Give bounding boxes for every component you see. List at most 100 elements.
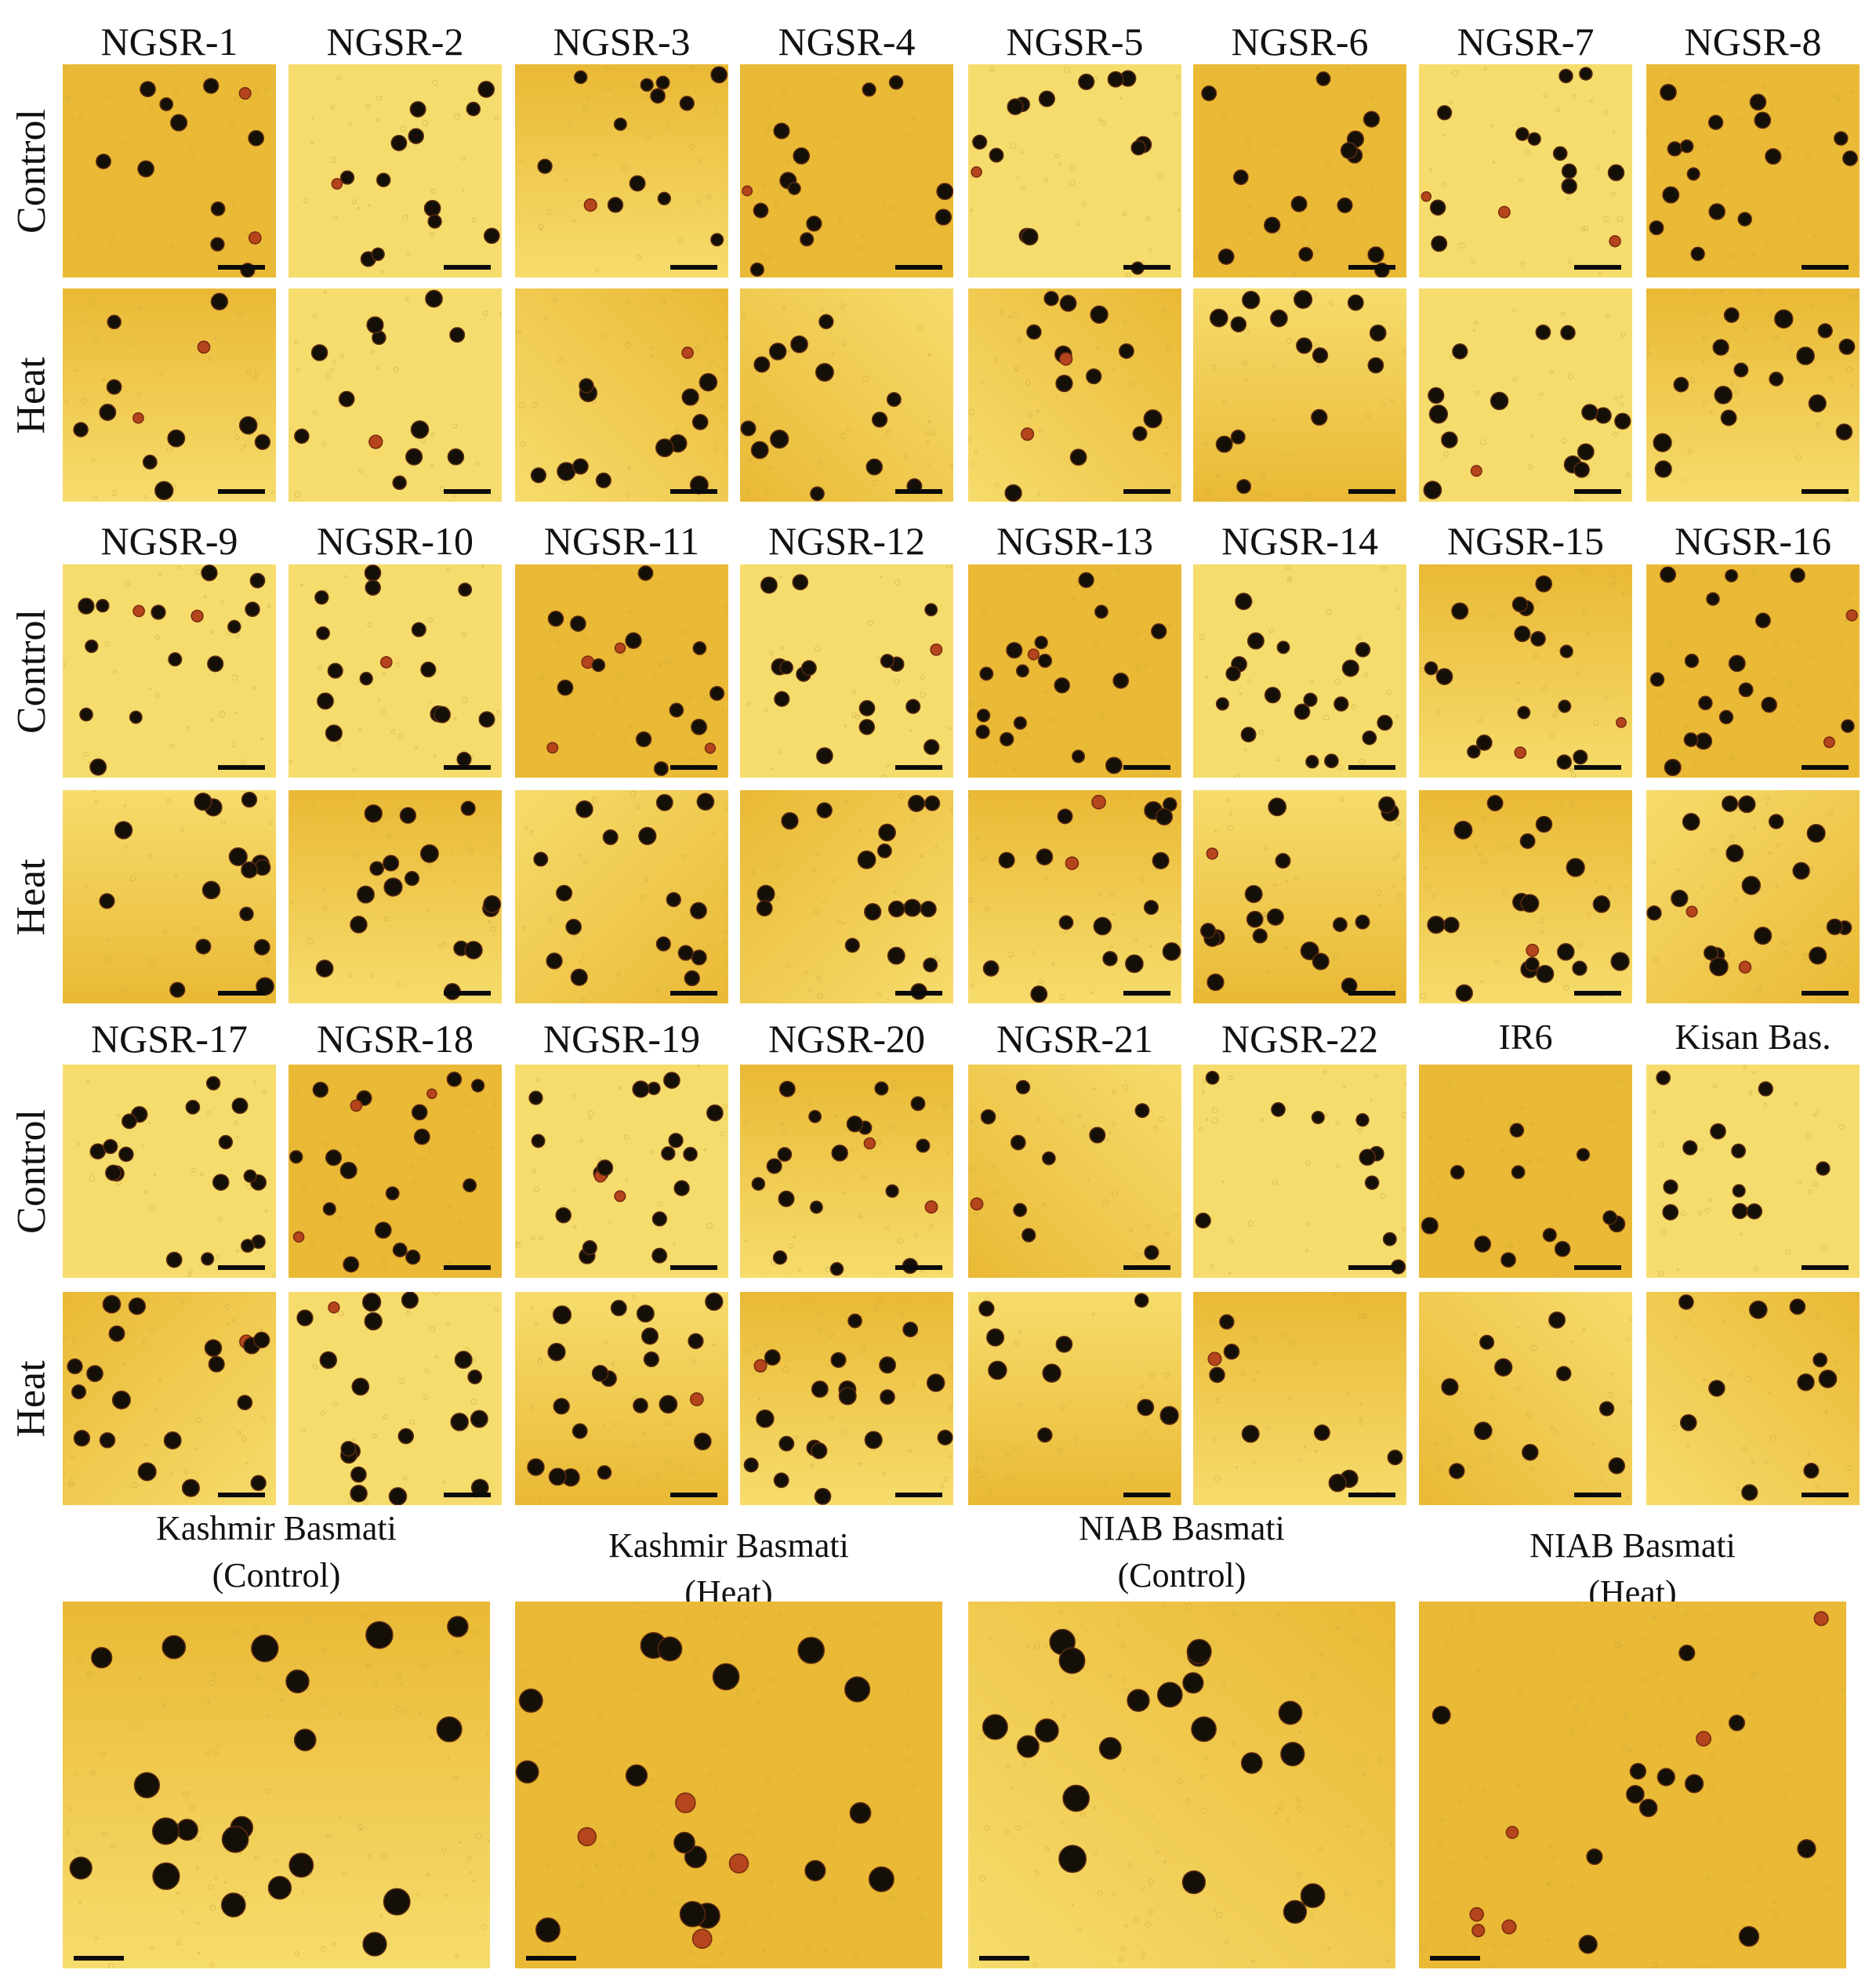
debris-speck [1809, 866, 1814, 871]
debris-speck [836, 85, 843, 92]
debris-speck [1516, 1783, 1521, 1788]
pollen-grain-fertile [1809, 946, 1827, 965]
debris-speck [872, 480, 879, 487]
debris-speck [945, 564, 953, 569]
debris-speck [1561, 437, 1567, 444]
debris-speck [496, 709, 500, 713]
scale-bar [1574, 489, 1621, 494]
variety-label: NGSR-13 [996, 519, 1154, 563]
micrograph-background [968, 1065, 1181, 1278]
pollen-grain-fertile [340, 1441, 357, 1457]
debris-speck [1397, 894, 1403, 900]
debris-speck [1796, 703, 1800, 707]
debris-speck [1699, 1712, 1705, 1718]
pollen-grain-sterile [1065, 856, 1080, 870]
debris-speck [1580, 1718, 1587, 1725]
pollen-grain-sterile [328, 1301, 340, 1314]
debris-speck [223, 1881, 227, 1884]
debris-speck [1617, 215, 1624, 222]
debris-speck [138, 306, 142, 310]
pollen-grain-fertile [1264, 687, 1281, 704]
pollen-grain-fertile [1664, 758, 1682, 777]
debris-speck [142, 1340, 147, 1345]
debris-speck [368, 1854, 372, 1859]
debris-speck [1362, 1313, 1368, 1319]
debris-speck [463, 1102, 468, 1107]
debris-speck [1101, 1478, 1107, 1484]
variety-label: NGSR-4 [778, 20, 916, 63]
pollen-grain-fertile [436, 1716, 463, 1743]
pollen-grain-fertile [1598, 1401, 1615, 1417]
pollen-grain-fertile [185, 1100, 201, 1115]
debris-speck [1490, 1943, 1497, 1949]
pollen-grain-fertile [988, 1360, 1007, 1380]
debris-speck [91, 458, 96, 463]
debris-speck [859, 1347, 866, 1353]
scale-bar [1123, 765, 1170, 770]
pollen-grain-sterile [1471, 1924, 1486, 1938]
debris-speck [630, 1671, 634, 1676]
debris-speck [347, 1499, 353, 1504]
pollen-grain-fertile [210, 237, 225, 252]
pollen-grain-fertile [1646, 905, 1662, 921]
pollen-grain-fertile [579, 378, 594, 394]
pollen-grain-fertile [241, 861, 258, 879]
debris-speck [833, 1825, 837, 1830]
pollen-grain-fertile [357, 885, 375, 904]
debris-speck [1826, 1884, 1833, 1890]
debris-speck [1674, 1335, 1677, 1338]
debris-speck [815, 852, 819, 857]
debris-speck [1069, 180, 1076, 186]
pollen-grain-fertile [1718, 709, 1734, 724]
debris-speck [858, 829, 862, 833]
debris-speck [427, 1148, 434, 1155]
debris-speck [1370, 1098, 1373, 1102]
debris-speck [397, 733, 404, 739]
debris-speck [1012, 312, 1019, 319]
debris-speck [1771, 1899, 1776, 1904]
pollen-grain-fertile [920, 901, 937, 918]
pollen-grain-fertile [154, 481, 174, 500]
heat-micrograph [63, 790, 276, 1003]
debris-speck [620, 654, 625, 658]
debris-speck [704, 339, 708, 343]
debris-speck [1527, 464, 1533, 470]
pollen-grain-fertile [1144, 1245, 1159, 1261]
debris-speck [724, 604, 728, 609]
pollen-grain-fertile [374, 1221, 392, 1239]
debris-speck [1261, 473, 1266, 479]
debris-speck [813, 908, 820, 915]
pollen-grain-fertile [976, 709, 991, 723]
debris-speck [1850, 383, 1855, 388]
pollen-grain-sterile [1059, 352, 1073, 366]
pollen-grain-sterile [742, 185, 753, 197]
debris-speck [1758, 1641, 1762, 1645]
pollen-grain-fertile [1043, 291, 1059, 307]
debris-speck [1718, 605, 1722, 610]
pollen-grain-fertile [1215, 697, 1229, 711]
pollen-grain-fertile [339, 1162, 357, 1180]
debris-speck [1847, 1464, 1853, 1471]
debris-speck [920, 691, 927, 698]
debris-speck [1061, 1821, 1065, 1825]
debris-speck [1145, 1921, 1152, 1928]
pollen-grain-fertile [1013, 716, 1027, 730]
pollen-grain-fertile [1089, 1126, 1106, 1144]
debris-speck [647, 1855, 652, 1860]
debris-speck [1511, 1243, 1514, 1246]
pollen-grain-fertile [140, 81, 156, 98]
pollen-grain-fertile [388, 1487, 408, 1505]
debris-speck [1555, 107, 1561, 113]
debris-speck [1629, 1399, 1632, 1403]
debris-speck [1691, 761, 1696, 766]
debris-speck [816, 993, 823, 999]
scale-bar [526, 1956, 576, 1961]
debris-speck [1651, 1962, 1658, 1968]
debris-speck [870, 270, 876, 276]
pollen-grain-fertile [1678, 1645, 1696, 1662]
debris-speck [531, 1235, 535, 1240]
debris-speck [89, 1175, 96, 1182]
debris-speck [564, 1935, 568, 1941]
pollen-grain-fertile [998, 851, 1015, 869]
debris-speck [1017, 339, 1022, 344]
